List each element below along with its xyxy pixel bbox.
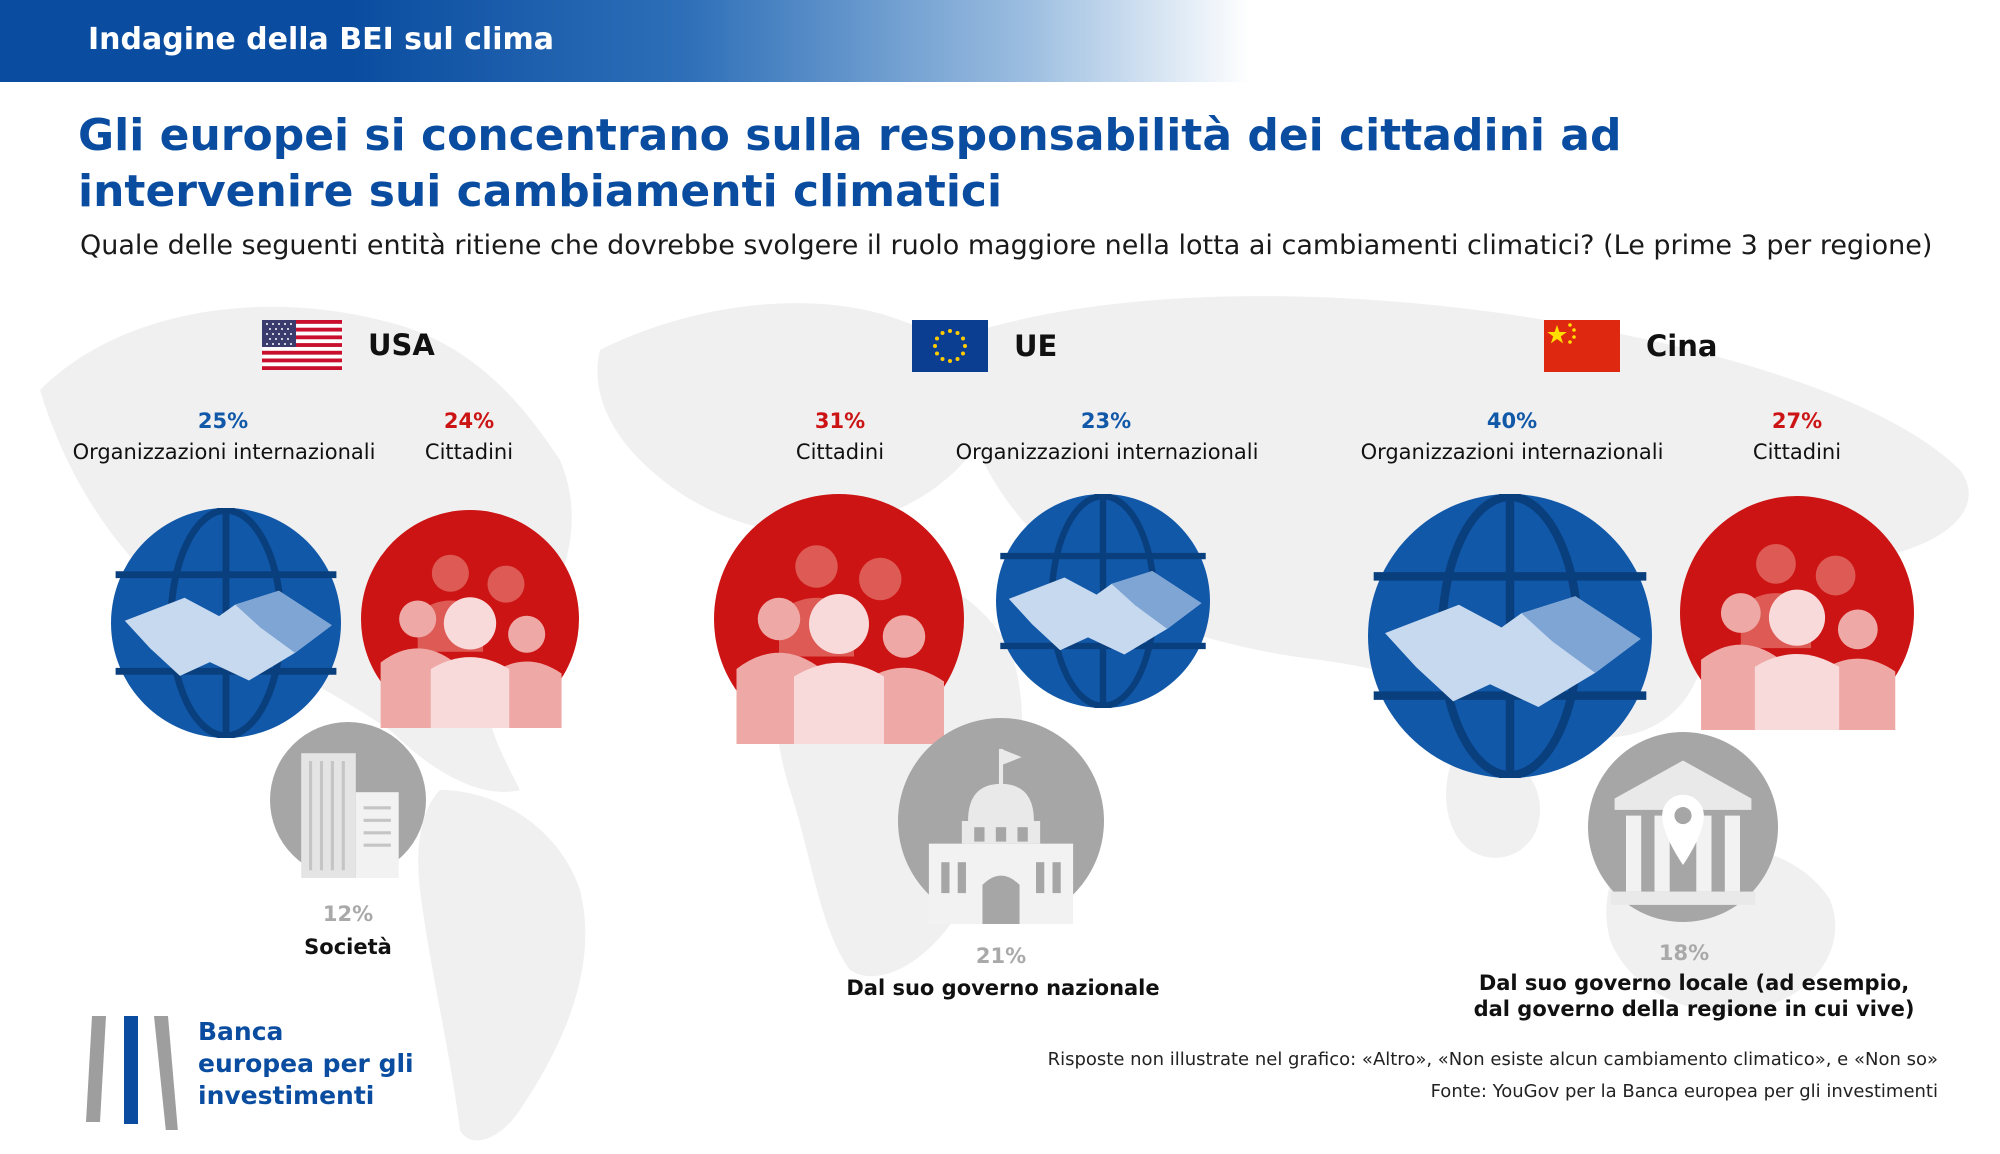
chart-title: Gli europei si concentrano sulla respons… [78, 110, 1622, 217]
label-ue-governo-nazionale: Dal suo governo nazionale [846, 976, 1160, 1000]
office-buildings-icon [301, 753, 399, 878]
people-icon [380, 554, 562, 728]
logo-line-1: Banca [198, 1017, 284, 1046]
bubble-cina-org-internazionali [1368, 494, 1652, 778]
pct-ue-governo-nazionale: 21% [975, 944, 1027, 968]
bubble-usa-societa [270, 722, 426, 878]
label-usa-cittadini: Cittadini [424, 440, 514, 464]
bubble-cina-cittadini [1680, 496, 1914, 730]
label-cina-governo-locale-line2: dal governo della regione in cui vive) [1473, 997, 1915, 1021]
chart-subtitle: Quale delle seguenti entità ritiene che … [80, 230, 1933, 261]
label-cina-governo-locale-line1: Dal suo governo locale (ad esempio, [1478, 971, 1910, 995]
label-cina-cittadini: Cittadini [1752, 440, 1842, 464]
bei-logo-icon [86, 1016, 178, 1130]
people-icon [736, 545, 944, 744]
logo-text: Banca europea per gli investimenti [198, 1016, 414, 1112]
eu-flag-icon [912, 320, 988, 372]
local-government-icon [1610, 760, 1756, 905]
label-usa-societa: Società [304, 935, 392, 959]
logo-line-2: europea per gli [198, 1049, 414, 1078]
pct-cina-org-internazionali: 40% [1486, 409, 1538, 433]
handshake-globe-icon [115, 508, 337, 738]
label-ue-cittadini: Cittadini [795, 440, 885, 464]
footer-note: Risposte non illustrate nel grafico: «Al… [1047, 1049, 1938, 1070]
top-banner: Indagine della BEI sul clima [0, 0, 1250, 82]
banner-title: Indagine della BEI sul clima [88, 22, 554, 57]
pct-cina-cittadini: 27% [1771, 409, 1823, 433]
handshake-globe-icon [1373, 494, 1647, 778]
pct-cina-governo-locale: 18% [1658, 941, 1710, 965]
pct-usa-org-internazionali: 25% [197, 409, 249, 433]
usa-flag-icon [262, 320, 342, 370]
region-header-ue: UE [912, 320, 1057, 372]
region-header-cina: Cina [1544, 320, 1717, 372]
bubble-ue-governo-nazionale [898, 718, 1104, 924]
region-header-usa: USA [262, 320, 435, 370]
region-name-ue: UE [1014, 329, 1058, 363]
pct-ue-org-internazionali: 23% [1080, 409, 1132, 433]
bubble-usa-org-internazionali [111, 508, 341, 738]
bubble-usa-cittadini [361, 510, 579, 728]
bubble-cina-governo-locale [1588, 732, 1778, 922]
region-name-cina: Cina [1646, 329, 1718, 363]
region-name-usa: USA [368, 328, 435, 362]
capitol-building-icon [928, 748, 1074, 924]
logo-line-3: investimenti [198, 1081, 375, 1110]
label-usa-org-internazionali: Organizzazioni internazionali [72, 440, 376, 464]
pct-usa-cittadini: 24% [443, 409, 495, 433]
handshake-globe-icon [1000, 494, 1206, 708]
footer-source: Fonte: YouGov per la Banca europea per g… [1430, 1081, 1938, 1102]
label-cina-org-internazionali: Organizzazioni internazionali [1360, 440, 1664, 464]
bubble-ue-cittadini [714, 494, 964, 744]
pct-ue-cittadini: 31% [814, 409, 866, 433]
china-flag-icon [1544, 320, 1620, 372]
people-icon [1701, 543, 1896, 730]
bubble-ue-org-internazionali [996, 494, 1210, 708]
footer-notes: Risposte non illustrate nel grafico: «Al… [1048, 1044, 1938, 1108]
pct-usa-societa: 12% [322, 902, 374, 926]
label-ue-org-internazionali: Organizzazioni internazionali [955, 440, 1259, 464]
